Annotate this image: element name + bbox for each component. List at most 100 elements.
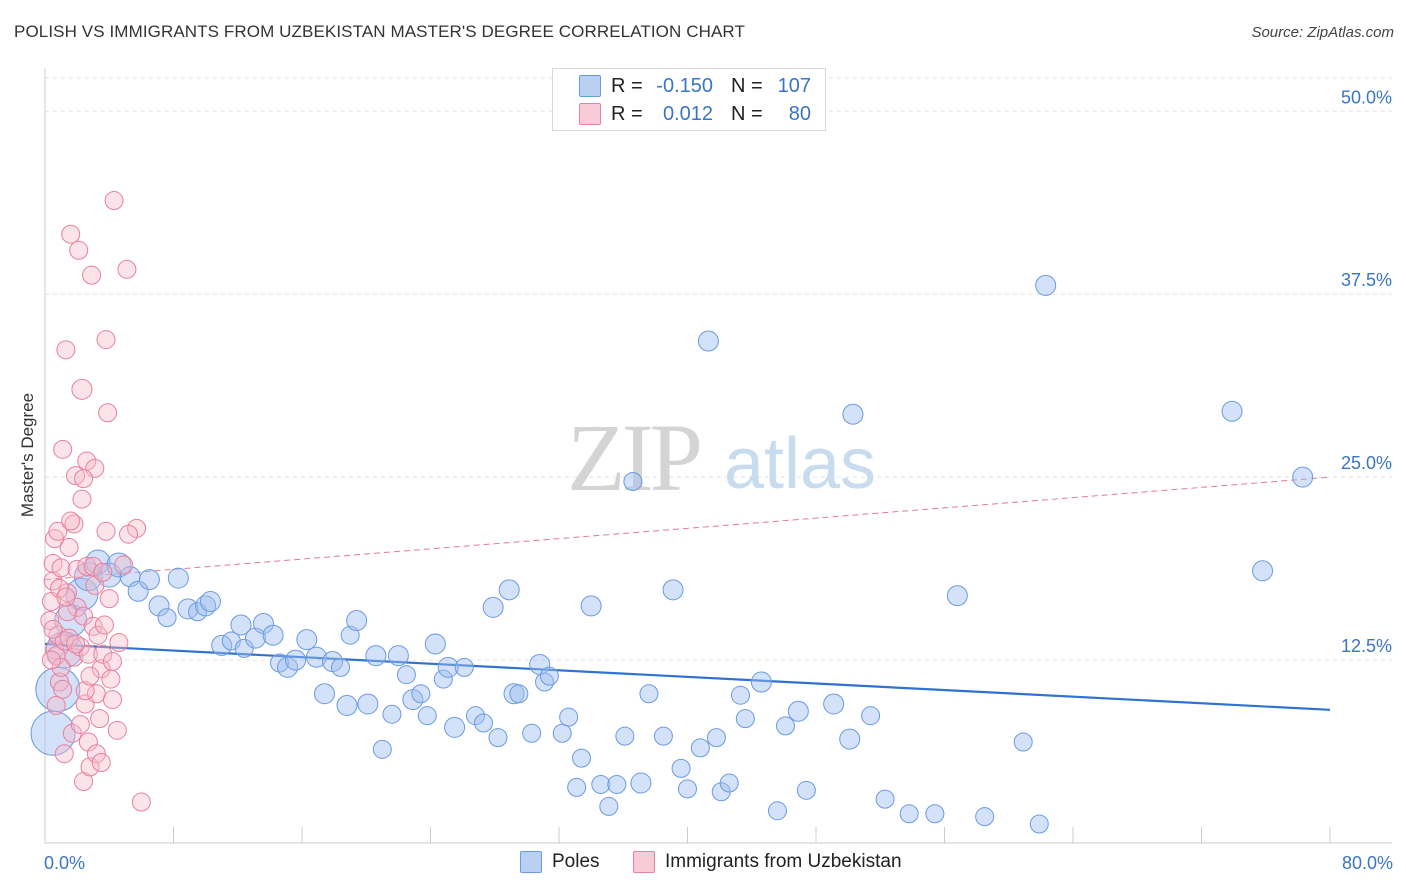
data-point: [80, 666, 100, 686]
data-point: [653, 726, 673, 746]
data-point: [277, 656, 299, 678]
data-point: [74, 606, 94, 626]
data-point: [823, 693, 845, 715]
legend-row-poles: R = -0.150 N = 107: [553, 72, 825, 100]
data-point: [372, 739, 392, 759]
data-point: [925, 804, 945, 824]
axes: [44, 68, 1392, 844]
data-point: [53, 679, 73, 699]
data-point: [262, 624, 284, 646]
data-point: [365, 645, 387, 667]
data-point: [522, 723, 542, 743]
data-point: [678, 779, 697, 799]
data-point: [104, 191, 124, 211]
series-uzbekistan: [40, 191, 151, 812]
legend-n-label: N =: [731, 74, 763, 97]
trend-line-poles: [44, 642, 1331, 711]
data-point: [639, 684, 659, 704]
data-point: [899, 804, 919, 824]
data-point: [66, 634, 86, 654]
data-point: [119, 524, 139, 544]
trend-line-uzbekistan: [44, 476, 1331, 581]
data-point: [211, 634, 233, 656]
data-point: [387, 645, 409, 667]
data-point: [591, 774, 611, 794]
y-axis-label: Master's Degree: [18, 392, 37, 518]
data-point: [69, 240, 89, 260]
legend-n-label: N =: [731, 102, 763, 125]
data-point: [357, 693, 379, 715]
data-point: [96, 330, 116, 350]
stats-legend: R = -0.150 N = 107 R = 0.012 N = 80: [552, 68, 826, 131]
data-point: [946, 585, 968, 607]
data-point: [96, 521, 116, 541]
x-tick-label: 0.0%: [44, 853, 85, 873]
legend-item-uzbekistan: Immigrants from Uzbekistan: [633, 851, 902, 873]
data-point: [488, 728, 508, 748]
data-point: [767, 801, 787, 821]
data-point: [437, 656, 459, 678]
data-point: [51, 558, 71, 578]
legend-r-value: 0.012: [662, 102, 713, 125]
data-point: [82, 265, 102, 285]
data-point: [41, 650, 61, 670]
data-point: [671, 758, 691, 778]
data-point: [503, 683, 525, 705]
data-point: [630, 772, 652, 794]
data-point: [109, 633, 129, 653]
data-point: [424, 633, 446, 655]
data-point: [93, 562, 113, 582]
tick-labels: 12.5% 25.0% 37.5% 50.0% 0.0% 80.0%: [44, 87, 1393, 873]
data-point: [444, 716, 466, 738]
data-point: [61, 511, 81, 531]
legend-n-value: 80: [788, 102, 811, 125]
data-point: [107, 720, 127, 740]
chart-title: POLISH VS IMMIGRANTS FROM UZBEKISTAN MAS…: [14, 22, 745, 41]
data-point: [43, 619, 63, 639]
legend-swatch-uzbekistan: [579, 103, 601, 125]
data-point: [72, 489, 92, 509]
y-tick-label: 25.0%: [1341, 453, 1392, 473]
data-point: [775, 716, 795, 736]
data-point: [117, 259, 137, 279]
series-poles: [30, 274, 1314, 834]
data-point: [787, 700, 809, 722]
data-point: [1292, 466, 1314, 488]
data-point: [1035, 274, 1057, 296]
watermark: ZIP atlas: [567, 404, 876, 511]
legend-r-label: R =: [611, 74, 643, 97]
legend-swatch-uzbekistan: [633, 851, 655, 873]
data-point: [51, 657, 71, 677]
data-point: [102, 652, 122, 672]
data-point: [86, 744, 106, 764]
data-point: [285, 649, 307, 671]
source-label: Source: ZipAtlas.com: [1251, 24, 1394, 41]
data-point: [411, 684, 431, 704]
data-point: [88, 625, 108, 645]
trend-lines: [44, 476, 1331, 711]
legend-label-uzbekistan: Immigrants from Uzbekistan: [665, 851, 902, 872]
legend-swatch-poles: [520, 851, 542, 873]
data-point: [607, 774, 627, 794]
data-point: [148, 595, 170, 617]
data-point: [70, 714, 90, 734]
watermark-zip: ZIP: [567, 404, 700, 511]
data-point: [396, 665, 416, 685]
data-point: [46, 695, 66, 715]
data-point: [157, 608, 177, 628]
data-point: [706, 728, 726, 748]
data-point: [336, 694, 358, 716]
data-point: [35, 666, 81, 712]
data-point: [690, 738, 710, 758]
legend-label-poles: Poles: [552, 851, 600, 872]
data-point: [861, 706, 881, 726]
data-point: [1252, 560, 1274, 582]
data-point: [580, 595, 602, 617]
data-point: [731, 685, 751, 705]
data-point: [54, 744, 74, 764]
data-point: [101, 669, 121, 689]
data-point: [559, 707, 579, 727]
data-point: [53, 439, 73, 459]
data-point: [99, 589, 119, 609]
